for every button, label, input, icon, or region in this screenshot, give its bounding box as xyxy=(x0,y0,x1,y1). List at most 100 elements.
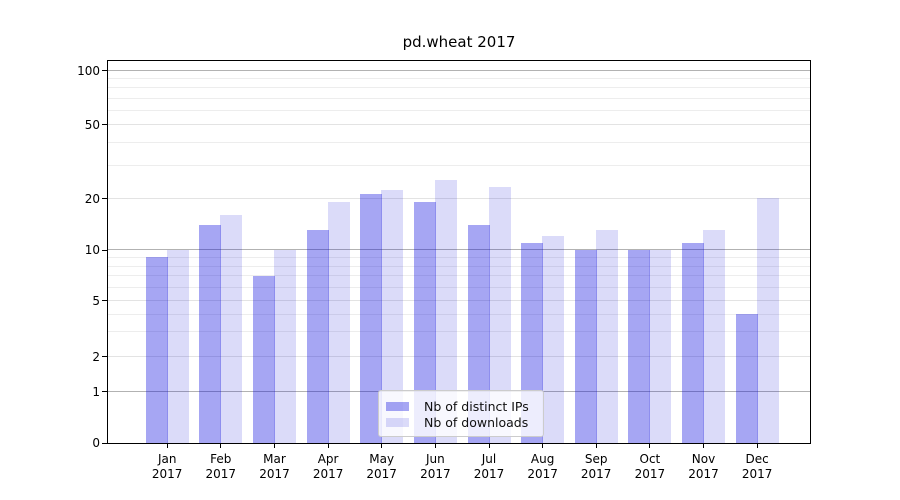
x-tick-mark-oct xyxy=(649,444,651,448)
y-tick-mark-2 xyxy=(102,356,107,358)
bar-mar-downloads xyxy=(274,249,296,443)
x-tick-month: Jul xyxy=(481,452,497,466)
x-tick-label-mar: Mar 2017 xyxy=(243,452,307,482)
x-tick-month: Mar xyxy=(263,452,286,466)
bar-may-downloads xyxy=(381,190,404,443)
bar-jan-downloads xyxy=(166,249,189,443)
x-tick-year: 2017 xyxy=(473,467,505,481)
y-tick-label-0: 0 xyxy=(92,436,100,451)
x-tick-label-nov: Nov 2017 xyxy=(672,452,736,482)
gridline-y-100 xyxy=(107,69,811,71)
bar-dec-downloads xyxy=(756,198,779,443)
x-tick-mark-sep xyxy=(595,444,597,448)
x-tick-mark-feb xyxy=(220,444,222,448)
y-tick-label-50: 50 xyxy=(84,117,100,132)
x-tick-label-jul: Jul 2017 xyxy=(457,452,521,482)
bar-mar-distinct-ips xyxy=(253,275,275,443)
bar-jul-downloads xyxy=(488,186,511,443)
y-tick-label-20: 20 xyxy=(84,191,100,206)
plot-area xyxy=(107,60,811,444)
legend-entry-downloads: Nb of downloads xyxy=(379,414,543,430)
bar-feb-downloads xyxy=(220,214,243,443)
x-tick-mark-jun xyxy=(434,444,436,448)
y-tick-mark-10 xyxy=(102,249,107,251)
y-tick-label-10: 10 xyxy=(84,243,100,258)
x-tick-month: Feb xyxy=(210,452,232,466)
x-tick-month: May xyxy=(369,452,395,466)
x-tick-mark-jul xyxy=(488,444,490,448)
gridline-y-20 xyxy=(107,197,811,199)
y-tick-mark-100 xyxy=(102,70,107,72)
x-tick-month: Sep xyxy=(584,452,608,466)
x-tick-month: Jun xyxy=(426,452,445,466)
y-tick-label-100: 100 xyxy=(77,63,100,78)
x-tick-month: Nov xyxy=(691,452,716,466)
bar-sep-downloads xyxy=(595,230,618,443)
bar-jul-distinct-ips xyxy=(467,224,490,443)
x-tick-year: 2017 xyxy=(312,467,344,481)
bar-jun-downloads xyxy=(434,180,457,443)
x-tick-year: 2017 xyxy=(420,467,451,481)
x-tick-label-jun: Jun 2017 xyxy=(403,452,467,482)
gridline-y-50 xyxy=(107,123,811,125)
x-tick-year: 2017 xyxy=(366,467,397,481)
y-tick-mark-20 xyxy=(102,198,107,199)
legend-label-downloads: Nb of downloads xyxy=(424,414,529,430)
x-tick-label-feb: Feb 2017 xyxy=(189,452,253,482)
legend: Nb of distinct IPs Nb of downloads xyxy=(378,390,544,437)
y-tick-label-5: 5 xyxy=(92,293,100,308)
x-tick-label-aug: Aug 2017 xyxy=(511,452,575,482)
x-tick-month: Oct xyxy=(639,452,661,466)
bar-dec-distinct-ips xyxy=(735,314,758,443)
legend-swatch-distinct-ips xyxy=(386,401,409,411)
gridline-y-70 xyxy=(107,97,811,99)
x-tick-mark-jan xyxy=(166,444,168,448)
y-tick-mark-50 xyxy=(102,124,107,126)
x-tick-mark-nov xyxy=(703,444,704,448)
bar-jun-distinct-ips xyxy=(413,201,436,443)
legend-swatch-downloads xyxy=(386,417,409,427)
bar-apr-downloads xyxy=(327,201,350,443)
x-tick-year: 2017 xyxy=(151,467,183,481)
x-tick-year: 2017 xyxy=(205,467,237,481)
x-tick-mark-dec xyxy=(756,444,758,448)
y-tick-label-1: 1 xyxy=(92,384,100,399)
x-tick-year: 2017 xyxy=(580,467,612,481)
x-tick-year: 2017 xyxy=(688,467,719,481)
x-tick-label-sep: Sep 2017 xyxy=(564,452,628,482)
gridline-y-90 xyxy=(107,77,811,79)
x-tick-month: Aug xyxy=(530,452,555,466)
gridline-y-30 xyxy=(107,164,811,166)
chart-title: pd.wheat 2017 xyxy=(402,33,516,51)
x-tick-label-may: May 2017 xyxy=(350,452,414,482)
x-tick-month: Dec xyxy=(745,452,769,466)
bar-may-distinct-ips xyxy=(360,194,383,443)
bar-sep-distinct-ips xyxy=(574,249,597,443)
y-tick-label-2: 2 xyxy=(92,349,100,364)
x-tick-mark-may xyxy=(381,444,383,448)
legend-label-distinct-ips: Nb of distinct IPs xyxy=(424,398,529,414)
x-tick-label-jan: Jan 2017 xyxy=(135,452,199,482)
bar-apr-distinct-ips xyxy=(306,230,329,443)
bar-oct-downloads xyxy=(649,249,672,443)
y-tick-mark-5 xyxy=(102,300,107,302)
x-tick-label-dec: Dec 2017 xyxy=(725,452,789,482)
x-tick-month: Jan xyxy=(157,452,177,466)
bar-jan-distinct-ips xyxy=(145,257,168,443)
y-tick-mark-1 xyxy=(102,391,107,393)
x-tick-label-oct: Oct 2017 xyxy=(618,452,682,482)
x-tick-mark-mar xyxy=(274,444,275,448)
gridline-y-40 xyxy=(107,141,811,143)
gridline-y-80 xyxy=(107,87,811,89)
bar-feb-distinct-ips xyxy=(199,224,222,443)
gridline-y-60 xyxy=(107,109,811,111)
x-tick-mark-apr xyxy=(327,444,329,448)
legend-entry-distinct-ips: Nb of distinct IPs xyxy=(379,398,543,414)
bar-nov-distinct-ips xyxy=(682,242,704,443)
x-tick-year: 2017 xyxy=(741,467,773,481)
bar-nov-downloads xyxy=(703,230,725,443)
bar-aug-downloads xyxy=(542,236,565,443)
y-tick-mark-0 xyxy=(102,442,107,444)
x-tick-year: 2017 xyxy=(527,467,558,481)
